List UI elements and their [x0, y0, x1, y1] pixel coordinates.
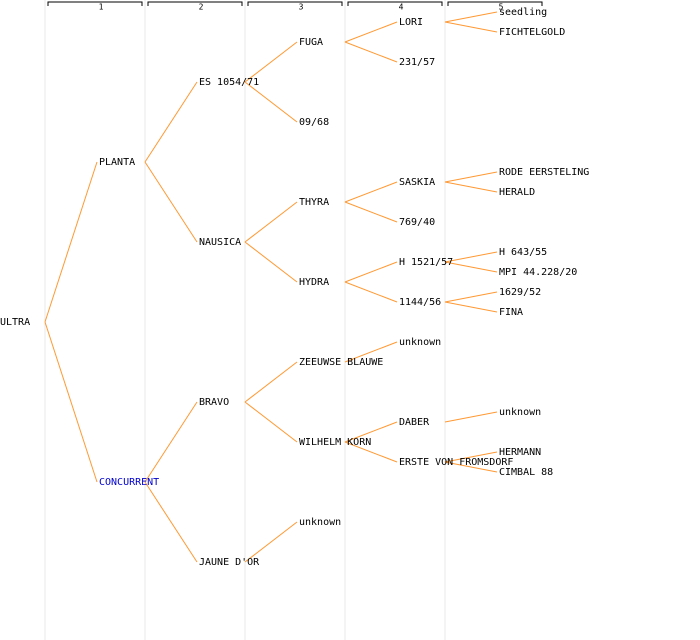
- column-header: 2: [199, 3, 204, 12]
- edge: [344, 341, 398, 363]
- node-label: H 643/55: [499, 247, 547, 258]
- edge: [444, 181, 498, 193]
- edge: [244, 81, 298, 123]
- column-header: 4: [399, 3, 404, 12]
- edge: [344, 181, 398, 203]
- edge: [344, 261, 398, 283]
- node-label: HERALD: [499, 187, 535, 198]
- node-label: 1144/56: [399, 297, 441, 308]
- node-label: RODE EERSTELING: [499, 167, 589, 178]
- column-header: 1: [99, 3, 104, 12]
- edge: [244, 521, 298, 563]
- column-header: 5: [499, 3, 504, 12]
- edge: [444, 451, 498, 463]
- header-bracket: [147, 1, 243, 6]
- edge: [244, 41, 298, 83]
- node-label: unknown: [499, 407, 541, 418]
- node-label: 1629/52: [499, 287, 541, 298]
- edge: [144, 401, 198, 483]
- edge: [144, 81, 198, 163]
- node-label: H 1521/57: [399, 257, 453, 268]
- header-bracket: [347, 1, 443, 6]
- node-label: PLANTA: [99, 157, 135, 168]
- edge: [444, 411, 498, 423]
- node-label: 09/68: [299, 117, 329, 128]
- node-label: seedling: [499, 7, 547, 18]
- edge: [444, 261, 498, 273]
- node-label: HYDRA: [299, 277, 329, 288]
- node-label: unknown: [299, 517, 341, 528]
- edge: [344, 21, 398, 43]
- node-label: CIMBAL 88: [499, 467, 553, 478]
- edge: [144, 161, 198, 243]
- node-label: unknown: [399, 337, 441, 348]
- edge: [244, 361, 298, 403]
- node-label: 769/40: [399, 217, 435, 228]
- header-bracket: [247, 1, 343, 6]
- edge: [344, 421, 398, 443]
- node-label: FUGA: [299, 37, 323, 48]
- node-label: MPI 44.228/20: [499, 267, 577, 278]
- node-label: HERMANN: [499, 447, 541, 458]
- edge: [44, 321, 98, 483]
- edge: [344, 41, 398, 63]
- edge: [444, 21, 498, 33]
- node-label: SASKIA: [399, 177, 435, 188]
- edge: [444, 251, 498, 263]
- edge: [44, 161, 98, 323]
- node-label: THYRA: [299, 197, 329, 208]
- header-bracket: [447, 1, 543, 6]
- edge: [344, 281, 398, 303]
- node-label: NAUSICA: [199, 237, 241, 248]
- node-label: 231/57: [399, 57, 435, 68]
- edge: [444, 301, 498, 313]
- node-label: ZEEUWSE BLAUWE: [299, 357, 383, 368]
- node-label: FICHTELGOLD: [499, 27, 565, 38]
- node-label: CONCURRENT: [99, 477, 159, 488]
- edge: [344, 441, 398, 463]
- node-label: JAUNE D'OR: [199, 557, 260, 568]
- edge: [444, 461, 498, 473]
- node-label: DABER: [399, 417, 430, 428]
- column-header: 3: [299, 3, 304, 12]
- edge: [344, 201, 398, 223]
- node-label: WILHELM KORN: [299, 437, 371, 448]
- edge: [144, 481, 198, 563]
- node-label: ES 1054/71: [199, 77, 259, 88]
- node-label: FINA: [499, 307, 523, 318]
- node-label: LORI: [399, 17, 423, 28]
- edge: [244, 401, 298, 443]
- edge: [244, 241, 298, 283]
- edge: [444, 171, 498, 183]
- edge: [444, 291, 498, 303]
- header-bracket: [47, 1, 143, 6]
- node-label: BRAVO: [199, 397, 229, 408]
- node-label: ULTRA: [0, 317, 30, 328]
- edge: [244, 201, 298, 243]
- node-label: ERSTE VON FROMSDORF: [399, 457, 513, 468]
- edge: [444, 11, 498, 23]
